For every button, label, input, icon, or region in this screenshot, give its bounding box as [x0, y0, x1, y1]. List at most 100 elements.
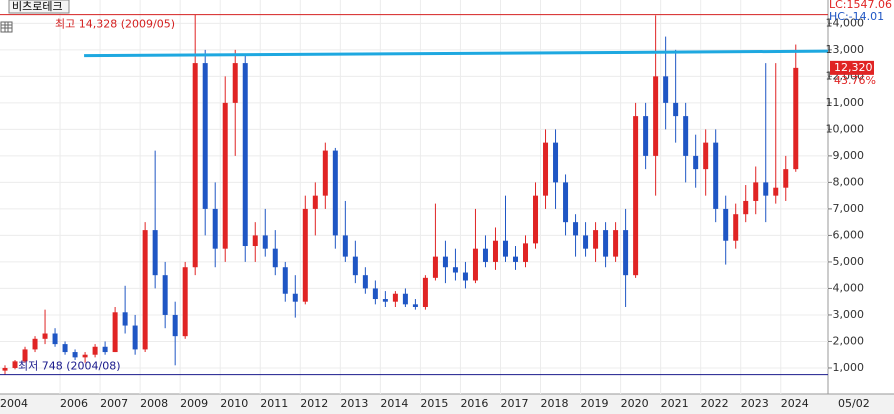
candle-body — [252, 235, 258, 247]
candle-body — [172, 314, 178, 337]
candle-body — [523, 243, 529, 262]
low-label: 최저 748 (2004/08) — [18, 360, 121, 373]
candle-body — [442, 256, 448, 268]
candle-body — [142, 230, 148, 350]
candle-body — [533, 195, 539, 244]
candle-body — [92, 346, 98, 355]
candle-body — [502, 240, 508, 257]
x-tick-label: 2022 — [701, 397, 729, 410]
title-box — [8, 0, 70, 14]
candle-body — [12, 361, 18, 368]
candle-body — [362, 275, 368, 289]
candle-body — [212, 208, 218, 249]
candle-body — [422, 277, 428, 307]
candle-body — [222, 102, 228, 249]
candle-body — [553, 142, 559, 183]
candle-body — [242, 63, 248, 247]
candle-body — [763, 182, 769, 196]
candle-body — [52, 333, 58, 345]
candle-body — [432, 256, 438, 278]
candle-body — [593, 230, 599, 249]
candle-body — [182, 267, 188, 337]
candle-body — [312, 195, 318, 209]
candle-body — [482, 248, 488, 262]
candle-body — [773, 187, 779, 196]
candle-body — [2, 367, 8, 371]
y-tick-label: 13,000 — [826, 43, 865, 56]
candle-body — [202, 63, 208, 209]
candle-body — [262, 235, 268, 249]
candle-body — [102, 346, 108, 353]
x-tick-label: 2009 — [180, 397, 208, 410]
candle-body — [613, 230, 619, 257]
x-tick-label: 2008 — [140, 397, 168, 410]
candle-body — [673, 102, 679, 117]
x-tick-label: 2012 — [300, 397, 328, 410]
y-tick-label: 14,000 — [826, 16, 865, 29]
x-tick-label: 2015 — [420, 397, 448, 410]
candle-body — [282, 267, 288, 294]
y-tick-label: 3,000 — [833, 308, 865, 321]
candle-body — [392, 293, 398, 302]
y-tick-label: 6,000 — [833, 228, 865, 241]
x-tick-label: 2016 — [460, 397, 488, 410]
candles — [2, 14, 799, 375]
candle-body — [402, 293, 408, 305]
candle-body — [32, 338, 38, 350]
candle-body — [583, 235, 589, 249]
candle-body — [573, 222, 579, 236]
date-label: 05/02 — [838, 397, 870, 410]
candle-body — [62, 344, 68, 353]
overlays: 최고 14,328 (2009/05) 최저 748 (2004/08) — [0, 14, 829, 376]
x-tick-label: 2017 — [500, 397, 528, 410]
candle-body — [272, 248, 278, 268]
candle-body — [82, 354, 88, 358]
candle-body — [322, 150, 328, 196]
candle-body — [382, 299, 388, 302]
chart-title: 비츠로테크 — [12, 0, 63, 13]
grid — [0, 0, 832, 394]
candle-body — [492, 240, 498, 262]
candle-body — [292, 293, 298, 302]
candle-body — [42, 333, 48, 339]
x-tick-label: 2014 — [380, 397, 408, 410]
candle-body — [713, 142, 719, 209]
candle-body — [232, 63, 238, 103]
candle-body — [72, 352, 78, 358]
candle-body — [372, 288, 378, 300]
candle-body — [623, 230, 629, 276]
x-axis-strip — [0, 394, 894, 414]
candle-body — [302, 208, 308, 302]
trendline — [84, 49, 829, 58]
x-tick-label: 2006 — [60, 397, 88, 410]
y-tick-label: 11,000 — [826, 96, 865, 109]
candle-body — [512, 256, 518, 262]
x-tick-label: 2004 — [0, 397, 28, 410]
candle-body — [563, 182, 569, 223]
candle-body — [462, 272, 468, 281]
candle-body — [793, 67, 799, 170]
y-tick-label: 2,000 — [833, 334, 865, 347]
last-price-label: 12,320 — [834, 61, 873, 74]
candle-body — [162, 275, 168, 315]
candle-body — [543, 142, 549, 196]
candle-body — [412, 304, 418, 307]
x-tick-label: 2018 — [541, 397, 569, 410]
candle-body — [643, 116, 649, 156]
candle-body — [132, 325, 138, 350]
last-price-box — [830, 60, 874, 75]
high-label: 최고 14,328 (2009/05) — [55, 18, 175, 31]
candle-body — [783, 169, 789, 188]
candle-body — [663, 76, 669, 103]
candle-body — [693, 155, 699, 170]
candle-body — [653, 76, 659, 156]
candle-body — [743, 200, 749, 215]
x-tick-label: 2010 — [220, 397, 248, 410]
candle-body — [152, 230, 158, 276]
candle-body — [472, 248, 478, 281]
candle-body — [683, 116, 689, 156]
candle-body — [332, 150, 338, 236]
candle-body — [733, 214, 739, 241]
candle-body — [703, 142, 709, 170]
